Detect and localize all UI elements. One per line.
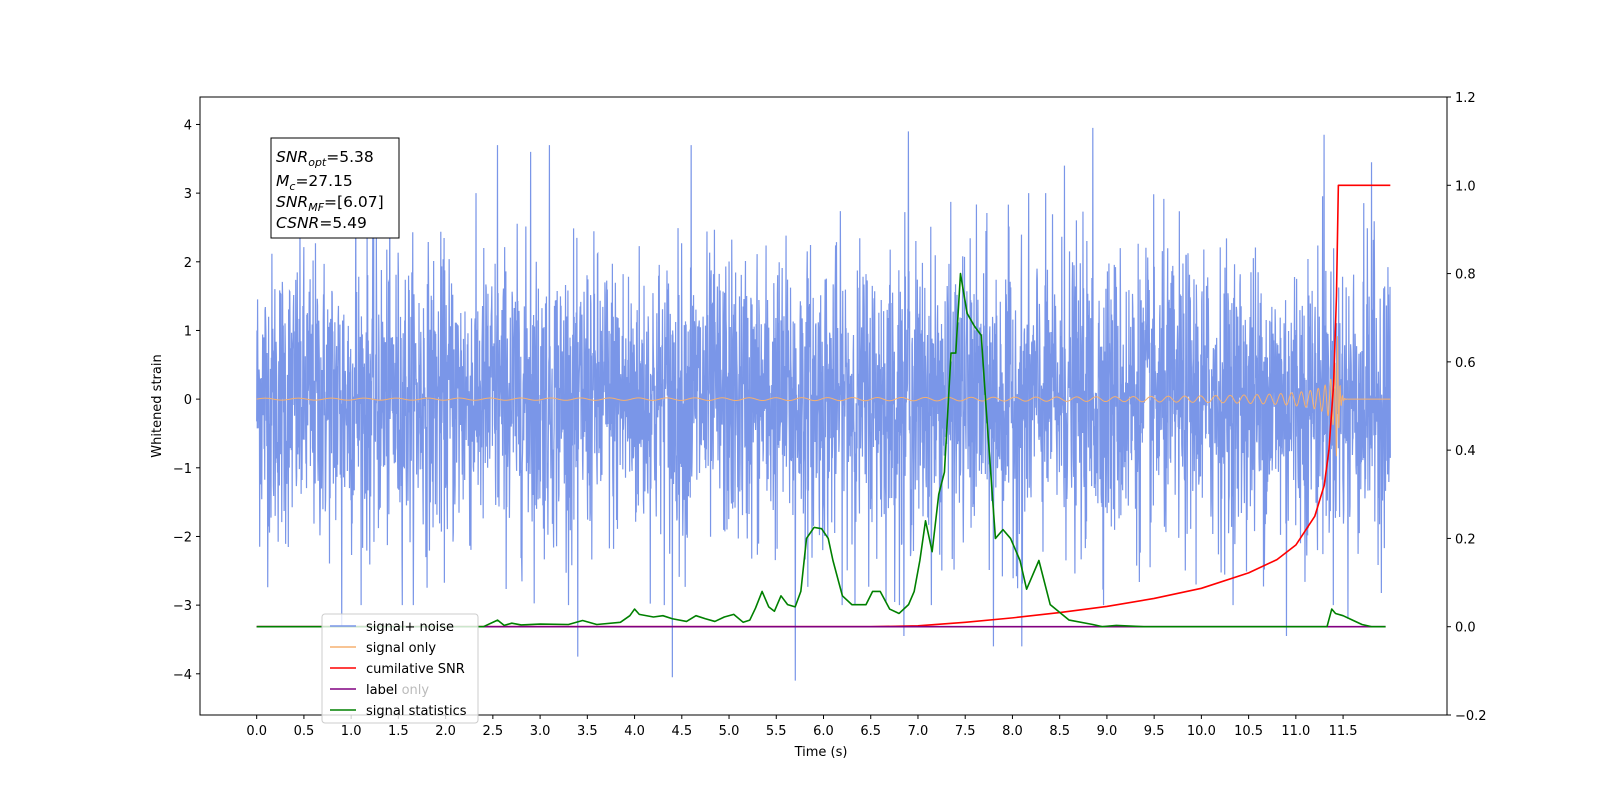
stats-annotation-box: SNRopt=5.38 Mc=27.15 SNRMF=[6.07] CSNR=5… — [270, 137, 400, 239]
y-tick-label: −2 — [173, 530, 192, 545]
legend-entry: signal statistics — [366, 704, 467, 719]
series-signal-noise — [256, 127, 1391, 681]
y-axis-left: −4 −3 −2 −1 0 1 2 3 4 — [173, 118, 200, 683]
signal-statistics-line — [256, 272, 1386, 628]
x-tick-label: 11.0 — [1281, 724, 1310, 739]
y-tick-label: 2 — [184, 256, 192, 271]
y2-tick-label: 1.0 — [1455, 179, 1476, 194]
y-tick-label: 1 — [184, 324, 192, 339]
x-axis: 0.0 0.5 1.0 1.5 2.0 2.5 3.0 3.5 4.0 4.5 5.0 5.5 6.0 6… — [246, 715, 1358, 739]
series-signal-statistics — [256, 272, 1386, 628]
x-tick-label: 7.5 — [955, 724, 976, 739]
y-tick-label: 0 — [184, 393, 192, 408]
y2-tick-label: 1.2 — [1455, 91, 1476, 106]
y-axis-right: −0.2 0.0 0.2 0.4 0.6 0.8 1.0 1.2 — [1447, 91, 1487, 724]
x-tick-label: 4.5 — [671, 724, 692, 739]
legend-entry: label — [366, 683, 397, 698]
x-tick-label: 5.0 — [719, 724, 740, 739]
y2-tick-label: 0.6 — [1455, 356, 1476, 371]
x-tick-label: 6.0 — [813, 724, 834, 739]
chirp-trace — [256, 336, 1391, 457]
y2-tick-label: −0.2 — [1455, 709, 1487, 724]
x-tick-label: 9.0 — [1097, 724, 1118, 739]
y-tick-label: 4 — [184, 118, 192, 133]
x-tick-label: 8.5 — [1049, 724, 1070, 739]
annotation-snr-mf: SNRMF=[6.07] — [276, 193, 384, 214]
y-axis-label: Whitened strain — [150, 354, 165, 457]
y-tick-label: −3 — [173, 599, 192, 614]
annotation-snr-opt: SNRopt=5.38 — [276, 148, 374, 169]
y2-tick-label: 0.0 — [1455, 621, 1476, 636]
annotation-csnr: CSNR=5.49 — [276, 214, 367, 232]
x-axis-label: Time (s) — [794, 745, 848, 760]
x-tick-label: 10.0 — [1187, 724, 1216, 739]
annotation-chirp-mass: Mc=27.15 — [276, 172, 353, 193]
x-tick-label: 1.5 — [388, 724, 409, 739]
x-tick-label: 2.0 — [435, 724, 456, 739]
x-tick-label: 6.5 — [860, 724, 881, 739]
y-tick-label: 3 — [184, 187, 192, 202]
x-tick-label: 3.5 — [577, 724, 598, 739]
x-tick-label: 11.5 — [1329, 724, 1358, 739]
legend-ghost-text: label only — [366, 683, 429, 698]
x-tick-label: 3.0 — [530, 724, 551, 739]
x-tick-label: 2.5 — [483, 724, 504, 739]
legend-entry: cumilative SNR — [366, 662, 465, 677]
x-tick-label: 9.5 — [1144, 724, 1165, 739]
legend-entry: signal+ noise — [366, 620, 454, 635]
y-tick-label: −1 — [173, 462, 192, 477]
x-tick-label: 7.0 — [908, 724, 929, 739]
legend-entry: signal only — [366, 641, 436, 656]
x-tick-label: 10.5 — [1234, 724, 1263, 739]
y2-tick-label: 0.2 — [1455, 532, 1476, 547]
series-signal-only — [256, 336, 1391, 457]
x-tick-label: 5.5 — [766, 724, 787, 739]
x-tick-label: 4.0 — [624, 724, 645, 739]
y2-tick-label: 0.4 — [1455, 444, 1476, 459]
x-tick-label: 0.0 — [246, 724, 267, 739]
x-tick-label: 0.5 — [294, 724, 315, 739]
x-tick-label: 8.0 — [1002, 724, 1023, 739]
y-tick-label: −4 — [173, 668, 192, 683]
x-tick-label: 1.0 — [341, 724, 362, 739]
noise-trace — [256, 127, 1391, 681]
legend: label only signal+ noise signal only cumil… — [321, 613, 479, 724]
cumulative-snr-line — [256, 184, 1391, 628]
y2-tick-label: 0.8 — [1455, 268, 1476, 283]
series-cumulative-snr — [256, 184, 1391, 628]
